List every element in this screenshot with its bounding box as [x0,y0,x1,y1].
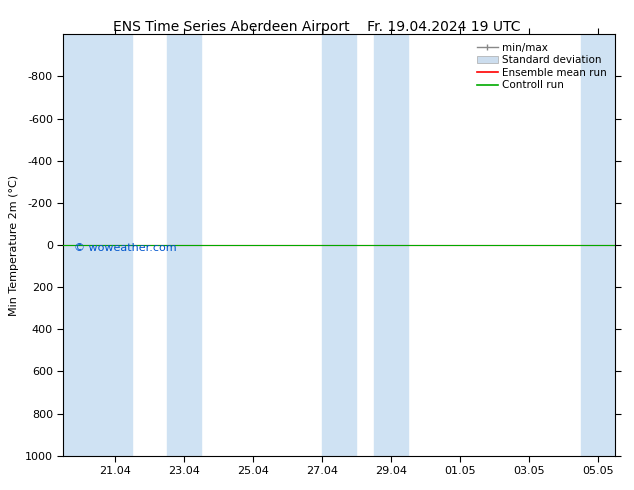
Bar [322,34,356,456]
Legend: min/max, Standard deviation, Ensemble mean run, Controll run: min/max, Standard deviation, Ensemble me… [474,40,610,94]
Y-axis label: Min Temperature 2m (°C): Min Temperature 2m (°C) [10,174,20,316]
Bar [63,34,133,456]
Bar [581,34,615,456]
Bar [167,34,201,456]
Text: © woweather.com: © woweather.com [74,243,177,253]
Bar [373,34,408,456]
Text: ENS Time Series Aberdeen Airport    Fr. 19.04.2024 19 UTC: ENS Time Series Aberdeen Airport Fr. 19.… [113,20,521,34]
